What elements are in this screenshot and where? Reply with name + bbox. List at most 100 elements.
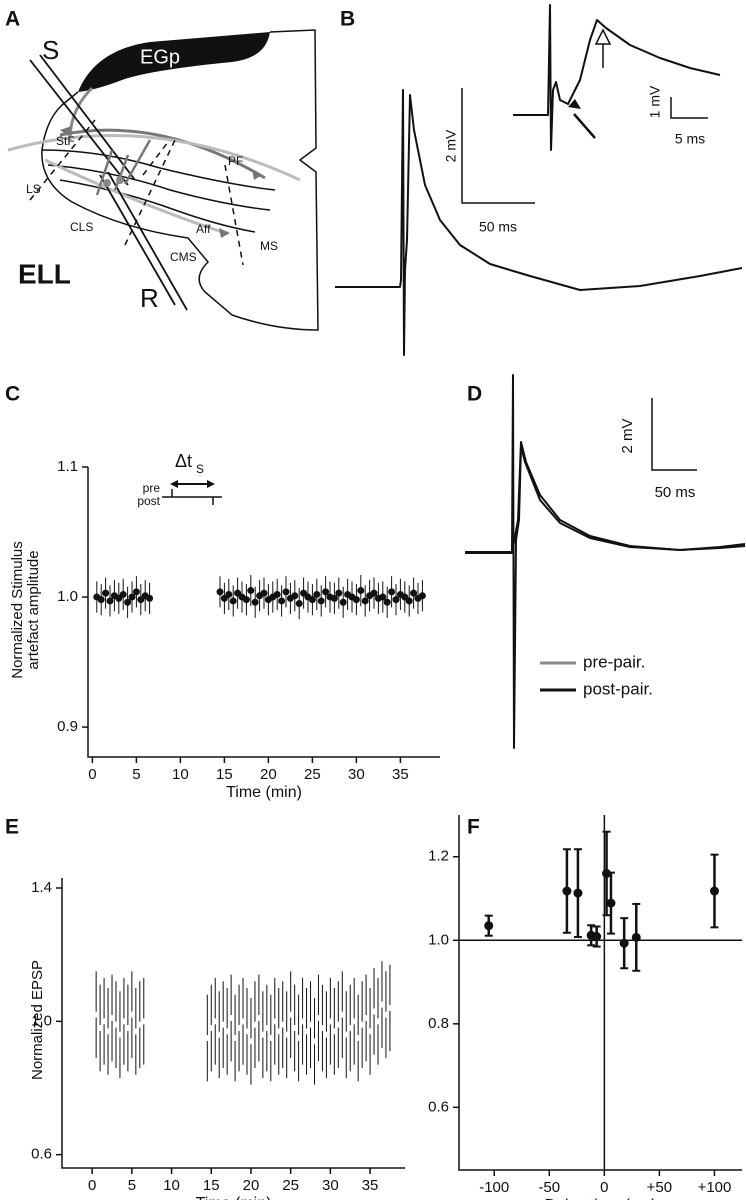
- diagram: S EGp StF PF LS CLS Aff MS CMS ELL R: [7, 29, 319, 331]
- point: [323, 1031, 330, 1038]
- point: [255, 1015, 262, 1021]
- label-egp: EGp: [140, 46, 180, 68]
- label: CMS: [170, 250, 197, 264]
- label: MS: [260, 239, 278, 253]
- point: [317, 597, 325, 605]
- cell: [103, 179, 111, 187]
- x-tick-label: +50: [647, 1179, 672, 1196]
- point: [124, 1025, 131, 1031]
- point: [132, 1028, 139, 1035]
- stf-arrow: [59, 128, 266, 180]
- point: [247, 587, 255, 595]
- cells: [95, 139, 152, 196]
- trace: [335, 89, 743, 356]
- label-s: S: [42, 35, 59, 65]
- x-tick-label: -100: [479, 1179, 509, 1196]
- point: [343, 1031, 350, 1038]
- point: [216, 1031, 223, 1038]
- point: [327, 1018, 334, 1025]
- point: [363, 1015, 370, 1021]
- y-axis-label: Normalized EPSP: [29, 960, 46, 1080]
- layer-line: [47, 164, 271, 211]
- pairing-schematic: Δt S pre post: [137, 451, 222, 508]
- trace-b: 2 mV 50 ms 1 mV 5 ms: [335, 4, 743, 356]
- point: [371, 1008, 378, 1015]
- point: [267, 1035, 274, 1041]
- point: [106, 597, 114, 605]
- x-tick-label: 5: [132, 766, 140, 783]
- point: [101, 1018, 108, 1025]
- point: [375, 1018, 382, 1025]
- point: [291, 1025, 298, 1031]
- point: [378, 1001, 385, 1008]
- scale-label: 50 ms: [479, 219, 517, 235]
- x-axis-label: Delay time (ms): [544, 1197, 656, 1200]
- point: [105, 1028, 112, 1035]
- point: [331, 1028, 338, 1035]
- point: [295, 600, 303, 608]
- point: [263, 1025, 270, 1031]
- point: [484, 921, 494, 931]
- point: [315, 1015, 322, 1021]
- point: [311, 1038, 318, 1045]
- point: [251, 1021, 258, 1028]
- point: [109, 1015, 116, 1021]
- point: [236, 1025, 243, 1031]
- x-tick-label: 30: [322, 1177, 339, 1194]
- point: [120, 1018, 127, 1025]
- point: [216, 588, 224, 596]
- y-tick-label: 1.0: [31, 1012, 52, 1029]
- point: [146, 594, 154, 602]
- y-axis-label: artefact amplitude: [25, 550, 42, 669]
- point: [379, 593, 387, 601]
- x-axis-label: Time (min): [196, 1195, 272, 1200]
- point: [410, 589, 418, 597]
- panel-label: B: [340, 8, 355, 31]
- point: [229, 597, 237, 605]
- point: [308, 596, 316, 604]
- legend-label: pre-pair.: [583, 652, 645, 671]
- point: [351, 1018, 358, 1025]
- point: [418, 592, 426, 600]
- point: [405, 597, 413, 605]
- layer-line: [41, 149, 276, 191]
- point: [307, 1021, 314, 1028]
- x-tick-label: 25: [304, 766, 321, 783]
- scale-bar: [461, 88, 535, 204]
- point: [335, 589, 343, 597]
- point: [204, 1035, 211, 1041]
- point: [208, 1025, 215, 1031]
- point: [137, 596, 145, 604]
- y-axis-label: Normalized Stimulus: [9, 541, 26, 679]
- point: [287, 1011, 294, 1018]
- panel-label: D: [467, 383, 482, 406]
- label: PF: [228, 154, 243, 168]
- point: [322, 588, 330, 596]
- aff-arrow: [44, 158, 223, 234]
- delta-label: Δt: [175, 451, 192, 471]
- x-axis-label: Time (min): [226, 784, 302, 801]
- scale-label: 2 mV: [619, 418, 636, 453]
- layer-line: [59, 179, 256, 233]
- x-tick-label: 10: [172, 766, 189, 783]
- point: [225, 590, 233, 598]
- electrodes: [29, 54, 188, 311]
- point: [313, 590, 321, 598]
- point: [299, 1018, 306, 1025]
- axis: [87, 467, 440, 758]
- label-ell: ELL: [18, 258, 71, 289]
- point: [228, 1015, 235, 1021]
- arrowhead: [568, 99, 581, 109]
- pre-label: pre: [143, 481, 161, 495]
- delta-sub: S: [196, 462, 204, 476]
- scale-label: 5 ms: [675, 131, 705, 147]
- point: [112, 1021, 119, 1028]
- point: [220, 594, 228, 602]
- pre-trace: [465, 441, 746, 554]
- y-tick-label: 1.2: [428, 848, 449, 865]
- y-tick-label: 1.0: [57, 588, 78, 605]
- x-tick-label: 20: [243, 1177, 260, 1194]
- x-tick-label: 15: [216, 766, 233, 783]
- point: [128, 593, 136, 601]
